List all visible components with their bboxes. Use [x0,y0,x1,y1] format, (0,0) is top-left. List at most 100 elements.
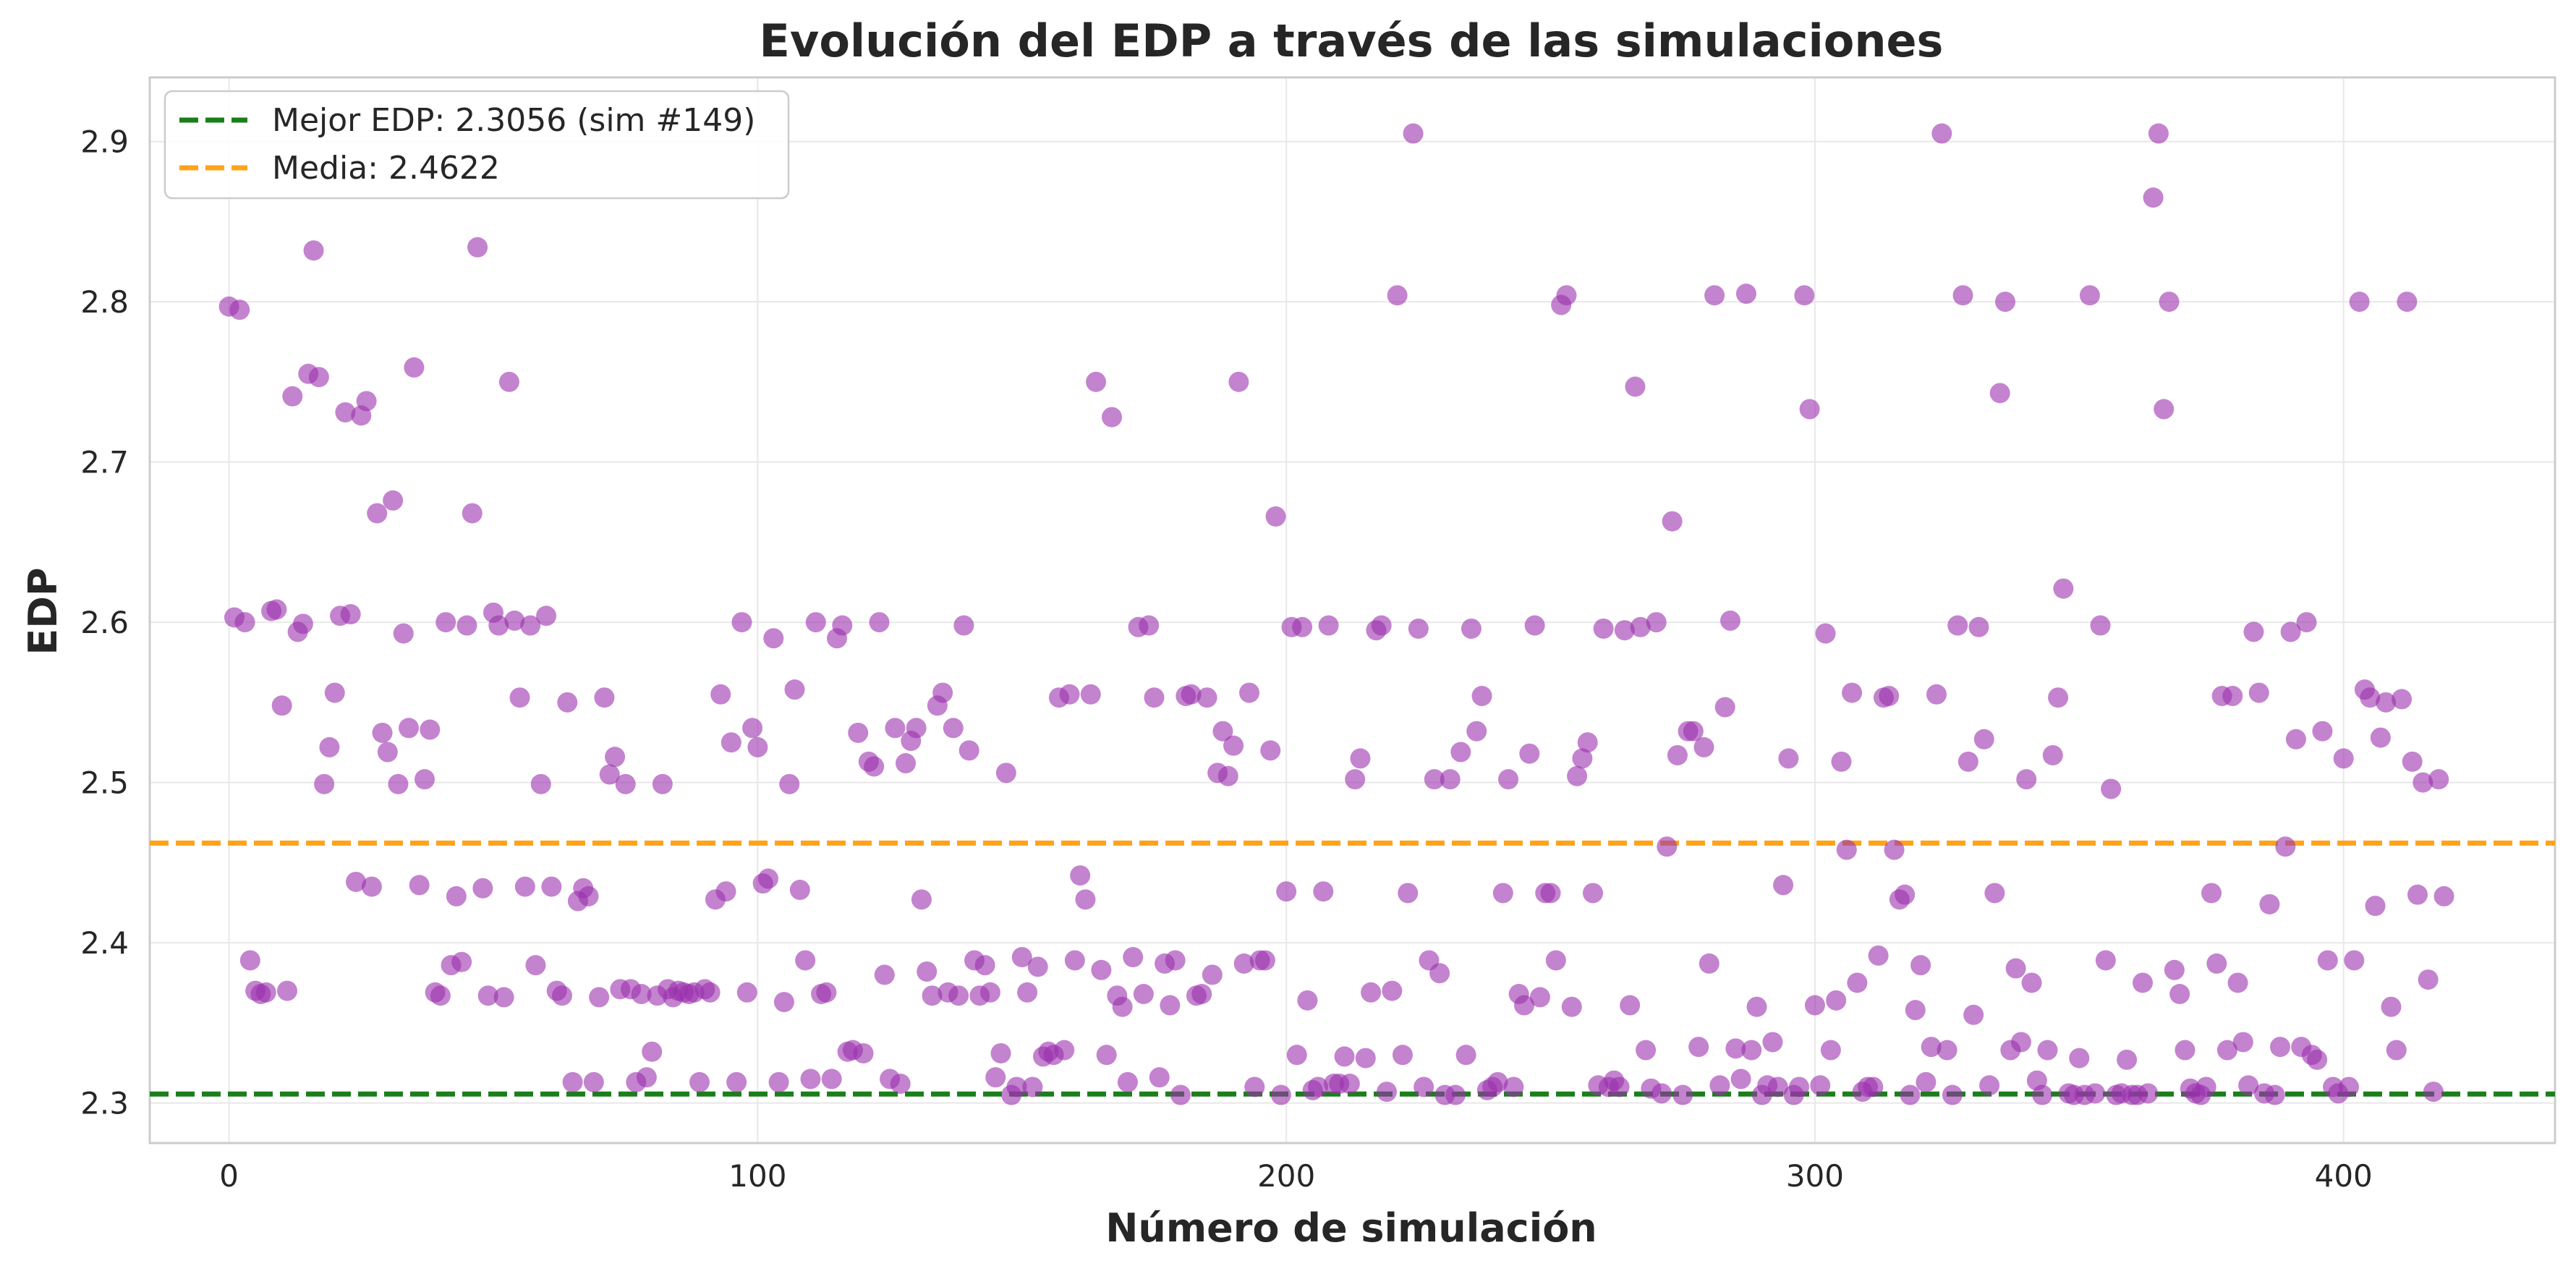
data-point [1620,995,1641,1016]
data-point [541,876,562,897]
data-point [409,875,430,896]
data-point [758,868,778,889]
data-point [1265,506,1286,527]
data-point [589,987,610,1008]
data-point [1567,765,1588,786]
data-point [2407,884,2428,905]
data-point [277,980,297,1001]
data-point [874,964,895,985]
data-point [1905,1000,1926,1021]
data-point [2164,959,2185,980]
y-tick-label: 2.8 [80,284,129,320]
data-point [2248,682,2269,703]
data-point [1022,1076,1043,1097]
data-point [2376,692,2397,713]
data-point [779,773,800,794]
data-point [520,615,541,636]
data-point [2227,972,2248,993]
data-point [308,367,329,388]
data-point [2392,689,2413,710]
data-point [557,692,578,713]
data-point [605,747,626,768]
data-point [1054,1040,1075,1061]
data-point [1445,1084,1466,1105]
data-point [979,982,1000,1003]
data-point [1202,964,1223,985]
data-point [239,950,260,971]
data-point [1339,1074,1360,1095]
data-point [1075,889,1096,910]
data-point [1921,1037,1942,1058]
data-point [1968,616,1989,637]
data-point [2079,285,2100,306]
data-point [932,682,953,703]
data-point [2095,950,2116,971]
data-point [1006,1076,1027,1097]
data-point [2418,969,2439,990]
data-point [2206,953,2227,974]
data-point [2349,292,2370,313]
data-point [420,719,441,740]
data-point [314,773,335,794]
data-point [1746,996,1767,1017]
data-point [1836,839,1857,860]
data-point [1403,123,1424,144]
data-point [1778,748,1799,769]
data-point [361,876,382,897]
data-point [958,740,979,761]
data-point [2264,1084,2285,1105]
data-point [530,773,551,794]
legend: Mejor EDP: 2.3056 (sim #149) Media: 2.46… [163,90,790,200]
data-point [848,722,869,743]
data-point [2365,896,2386,917]
data-point [1831,751,1852,772]
data-point [493,987,514,1008]
data-point [1868,945,1889,966]
data-point [2010,1032,2031,1053]
data-point [1725,1038,1746,1059]
data-point [594,687,615,708]
data-point [514,876,535,897]
data-point [1937,1040,1957,1061]
data-point [2138,1083,2159,1104]
data-point [974,955,995,976]
data-point [1984,883,2005,904]
data-point [1916,1071,1937,1092]
data-point [1735,284,1756,305]
data-point [451,951,472,972]
data-point [234,612,255,633]
data-point [1577,732,1598,753]
data-point [1244,1076,1265,1097]
data-point [1355,1048,1376,1069]
data-point [456,615,477,636]
data-point [2423,1082,2444,1103]
data-point [498,371,519,392]
data-point [346,871,366,892]
y-ticks: 2.3 2.4 2.5 2.6 2.7 2.8 2.9 [80,124,129,1121]
data-point [1630,616,1651,637]
data-point [1789,1076,1809,1097]
data-point [1730,1069,1751,1090]
data-point [2016,769,2037,790]
data-point [2339,1076,2359,1097]
data-point [1794,285,1815,306]
data-point [1345,769,1366,790]
data-point [784,679,805,700]
data-point [435,612,456,633]
data-point [536,606,557,627]
data-point [2386,1040,2407,1061]
data-point [324,682,345,703]
data-point [1377,1082,1397,1103]
data-point [292,613,313,634]
data-point [462,503,483,524]
data-point [1699,953,1720,974]
data-point [2037,1040,2058,1061]
data-point [1926,684,1947,705]
data-point [2370,727,2391,748]
data-point [2307,1049,2328,1070]
data-point [2222,686,2243,707]
data-point [953,615,974,636]
data-point [763,628,784,649]
data-point [1144,687,1165,708]
data-point [1714,697,1735,718]
